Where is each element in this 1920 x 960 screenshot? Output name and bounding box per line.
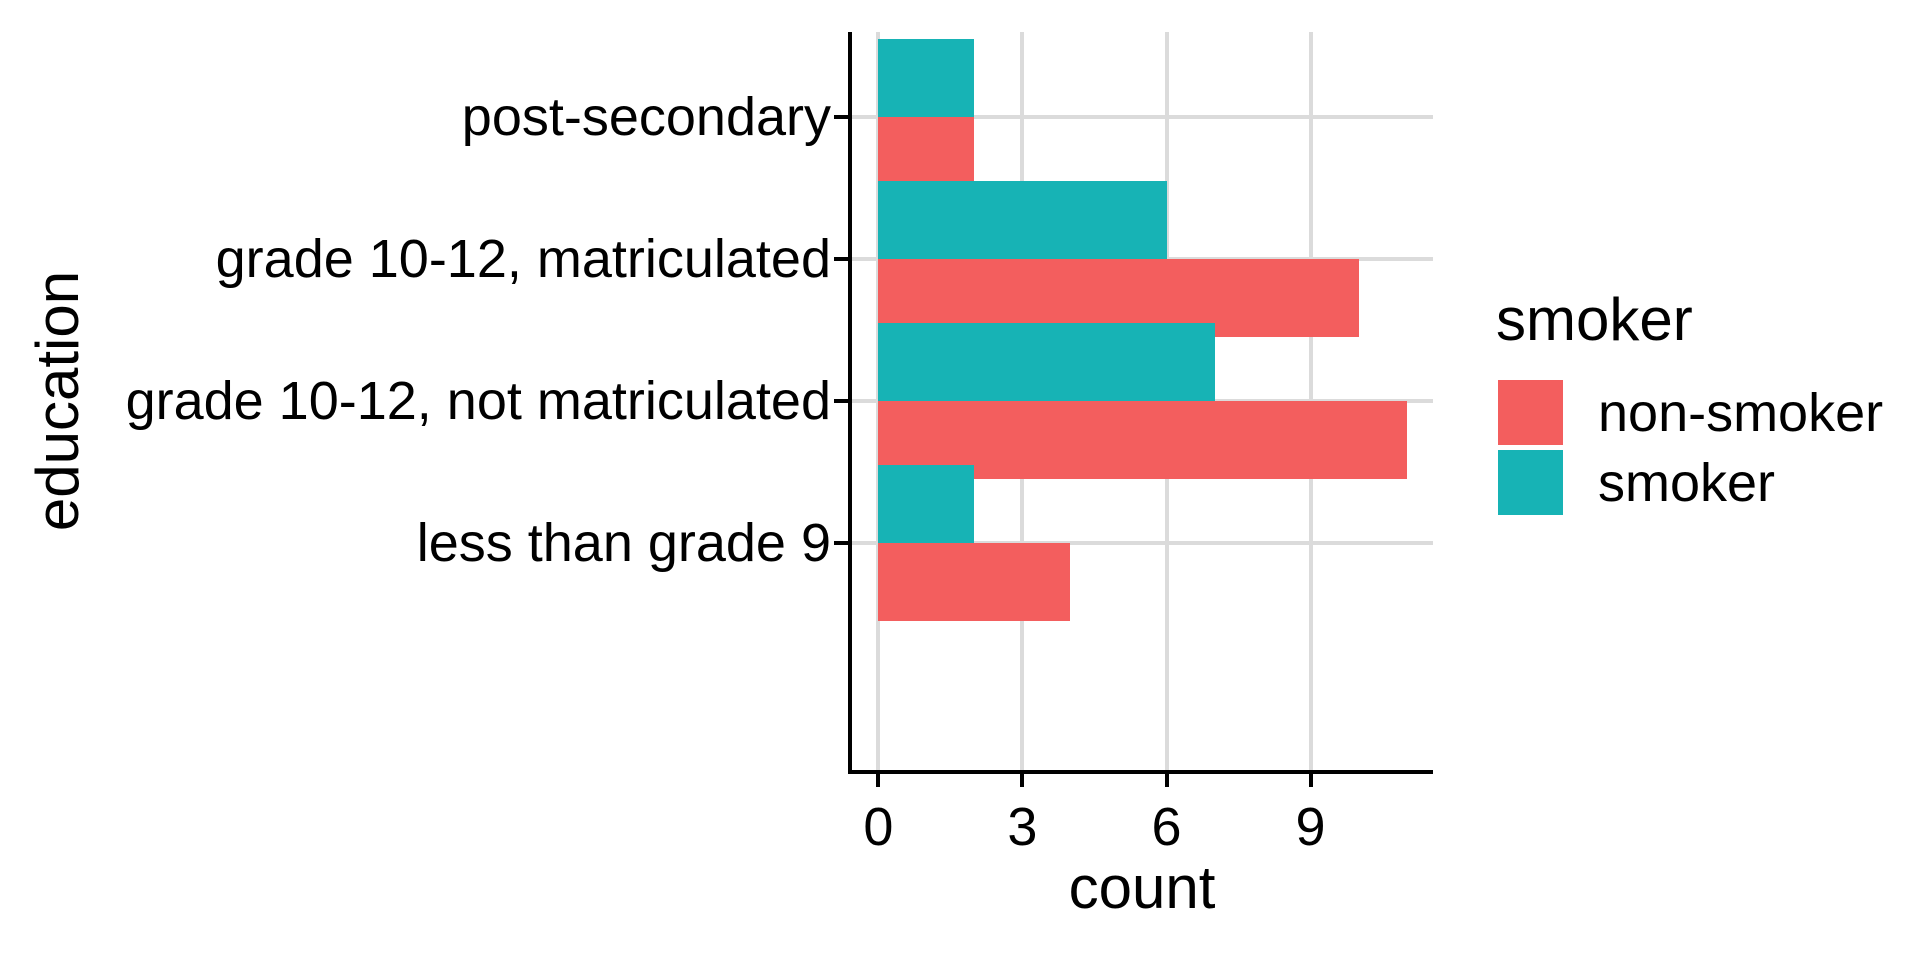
- legend-label: smoker: [1598, 453, 1776, 513]
- y-axis-line: [848, 32, 852, 774]
- x-tick: [876, 774, 881, 787]
- bar-smoker: [878, 323, 1215, 401]
- bar-smoker: [878, 39, 975, 118]
- y-tick-label: grade 10-12, matriculated: [215, 229, 831, 290]
- y-tick: [834, 257, 848, 262]
- y-tick-label: post-secondary: [461, 87, 831, 148]
- y-tick: [834, 399, 848, 403]
- y-tick: [834, 115, 848, 120]
- legend-key-non-smoker: [1498, 380, 1563, 445]
- bar-smoker: [878, 181, 1167, 260]
- y-tick-label: less than grade 9: [416, 512, 831, 573]
- legend-title: smoker: [1496, 286, 1693, 353]
- x-tick-label: 3: [1007, 797, 1038, 857]
- gridline-y: [852, 540, 1433, 545]
- legend-label: non-smoker: [1598, 383, 1884, 443]
- y-axis-title: education: [24, 270, 91, 532]
- x-tick-label: 9: [1295, 797, 1326, 857]
- y-tick-label: grade 10-12, not matriculated: [125, 371, 831, 431]
- x-tick: [1164, 774, 1169, 787]
- x-axis-line: [848, 770, 1433, 774]
- y-tick: [834, 540, 848, 545]
- x-tick-label: 6: [1151, 797, 1182, 857]
- x-axis-title: count: [1068, 854, 1216, 921]
- gridline-y: [852, 115, 1433, 120]
- bar-smoker: [878, 464, 975, 543]
- bar-non-smoker: [878, 542, 1071, 621]
- x-tick-label: 0: [863, 797, 894, 857]
- legend-key-smoker: [1498, 450, 1563, 515]
- x-tick: [1020, 774, 1025, 787]
- x-tick: [1308, 774, 1313, 787]
